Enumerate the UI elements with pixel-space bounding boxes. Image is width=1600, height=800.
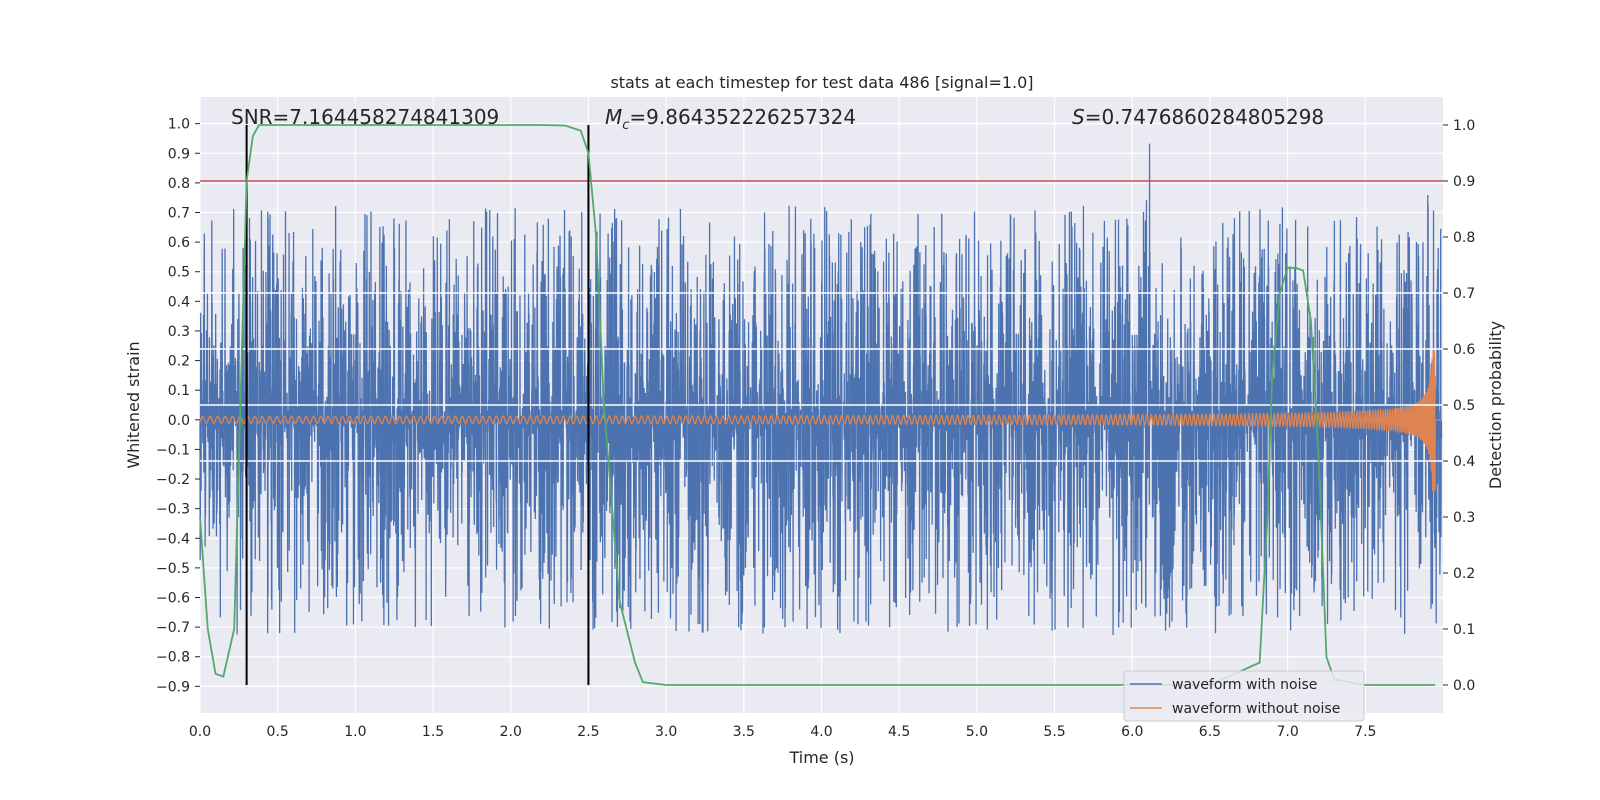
y-left-tick-label: −0.1 xyxy=(156,442,190,458)
vertical-markers xyxy=(245,125,590,685)
y-left-tick-label: 0.4 xyxy=(168,294,190,310)
x-axis: 0.0 0.5 1.0 1.5 2.0 2.5 3.0 3.5 4.0 4.5 5.0 5.5 6.0 6… xyxy=(189,724,1377,740)
s-value: =0.7476860284805298 xyxy=(1085,105,1324,129)
y-right-tick-label: 0.5 xyxy=(1453,398,1475,414)
y-axis-right-label: Detection probability xyxy=(1486,321,1505,489)
y-left-tick-label: 0.0 xyxy=(168,413,190,429)
legend-label-clean: waveform without noise xyxy=(1172,701,1340,717)
x-tick-label: 5.5 xyxy=(1043,724,1065,740)
x-tick-label: 1.0 xyxy=(344,724,366,740)
x-tick-label: 7.0 xyxy=(1276,724,1298,740)
x-axis-label: Time (s) xyxy=(788,748,854,767)
chirp-mass-symbol: M xyxy=(605,105,622,129)
s-annotation: S=0.7476860284805298 xyxy=(1072,105,1324,129)
x-tick-label: 2.5 xyxy=(577,724,599,740)
chirp-mass-subscript: c xyxy=(622,118,629,133)
y-left-tick-label: −0.3 xyxy=(156,502,190,518)
y-right-tick-label: 0.0 xyxy=(1453,678,1475,694)
y-left-tick-label: 0.1 xyxy=(168,383,190,399)
legend: waveform with noise waveform without noi… xyxy=(1123,670,1365,722)
y-axis-left: 1.0 0.9 0.8 0.7 0.6 0.5 0.4 0.3 0.2 0.1 0.0 −0.1 −0.… xyxy=(156,117,200,695)
x-tick-label: 0.0 xyxy=(189,724,211,740)
x-tick-label: 3.0 xyxy=(655,724,677,740)
y-left-tick-label: −0.4 xyxy=(156,531,190,547)
y-left-tick-label: 0.9 xyxy=(168,146,190,162)
y-left-tick-label: −0.5 xyxy=(156,561,190,577)
y-left-tick-label: 0.5 xyxy=(168,265,190,281)
snr-annotation: SNR=7.164458274841309 xyxy=(231,105,499,129)
series-waveform-with-noise xyxy=(199,143,1443,636)
y-right-tick-label: 0.2 xyxy=(1453,566,1475,582)
y-axis-left-label: Whitened strain xyxy=(124,341,143,468)
y-left-tick-label: −0.2 xyxy=(156,472,190,488)
x-tick-label: 6.0 xyxy=(1121,724,1143,740)
y-axis-right: 1.0 0.9 0.8 0.7 0.6 0.5 0.4 0.3 0.2 0.1 0.0 xyxy=(1443,118,1475,694)
y-left-tick-label: 0.8 xyxy=(168,176,190,192)
series-detection-probability xyxy=(199,124,1436,686)
x-tick-label: 4.0 xyxy=(810,724,832,740)
x-tick-label: 5.0 xyxy=(966,724,988,740)
y-right-tick-label: 0.6 xyxy=(1453,342,1475,358)
y-left-tick-label: −0.6 xyxy=(156,591,190,607)
legend-box xyxy=(1123,670,1365,722)
x-tick-label: 6.5 xyxy=(1199,724,1221,740)
y-left-tick-label: −0.8 xyxy=(156,650,190,666)
y-left-tick-label: −0.9 xyxy=(156,679,190,695)
y-right-tick-label: 1.0 xyxy=(1453,118,1475,134)
s-symbol: S xyxy=(1072,105,1085,129)
chirp-mass-annotation: Mc=9.864352226257324 xyxy=(605,105,856,133)
right-grid-overlay xyxy=(200,292,1443,462)
y-right-tick-label: 0.9 xyxy=(1453,174,1475,190)
y-left-tick-label: 0.6 xyxy=(168,235,190,251)
y-left-tick-label: 0.3 xyxy=(168,324,190,340)
clean-waveform-line xyxy=(199,348,1442,491)
chirp-mass-value: =9.864352226257324 xyxy=(629,105,856,129)
y-right-tick-label: 0.7 xyxy=(1453,286,1475,302)
y-left-tick-label: 0.2 xyxy=(168,354,190,370)
x-tick-label: 4.5 xyxy=(888,724,910,740)
y-right-tick-label: 0.8 xyxy=(1453,230,1475,246)
y-left-tick-label: −0.7 xyxy=(156,620,190,636)
x-tick-label: 3.5 xyxy=(733,724,755,740)
noise-waveform-line xyxy=(199,143,1443,636)
y-right-tick-label: 0.4 xyxy=(1453,454,1475,470)
x-tick-label: 1.5 xyxy=(422,724,444,740)
x-tick-label: 2.0 xyxy=(500,724,522,740)
chart-title: stats at each timestep for test data 486… xyxy=(610,73,1033,92)
detection-probability-line xyxy=(199,124,1436,686)
x-tick-label: 7.5 xyxy=(1354,724,1376,740)
series-waveform-without-noise xyxy=(199,348,1442,491)
y-left-tick-label: 0.7 xyxy=(168,206,190,222)
y-left-tick-label: 1.0 xyxy=(168,117,190,133)
y-right-tick-label: 0.3 xyxy=(1453,510,1475,526)
x-tick-label: 0.5 xyxy=(267,724,289,740)
y-right-tick-label: 0.1 xyxy=(1453,622,1475,638)
legend-label-noise: waveform with noise xyxy=(1172,677,1317,693)
